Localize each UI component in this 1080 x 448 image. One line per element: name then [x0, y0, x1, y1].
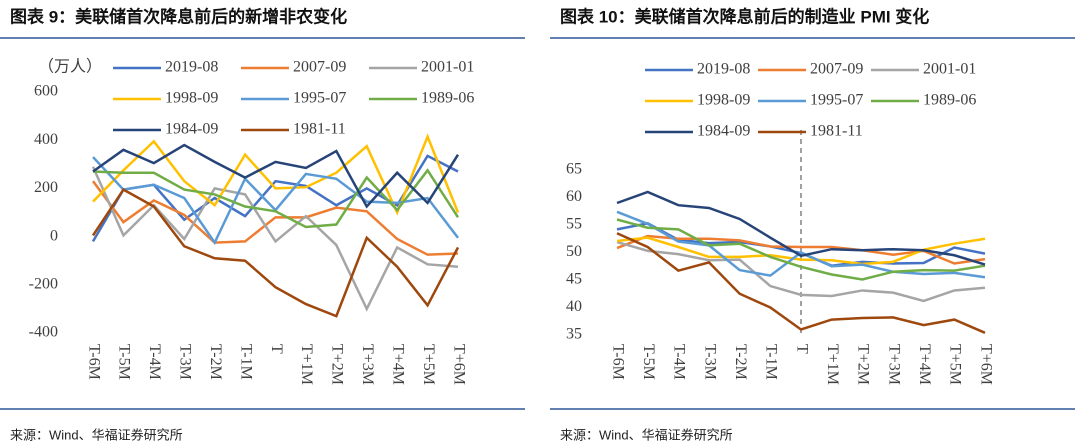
y-tick-label: 40: [566, 298, 582, 315]
y-tick-label: 50: [566, 243, 582, 260]
legend-label: 2019-08: [165, 59, 218, 76]
chart-title: 图表 10：美联储首次降息前后的制造业 PMI 变化: [560, 6, 929, 26]
x-tick-label: T+1M: [298, 344, 315, 385]
x-tick-label: T-1M: [763, 344, 780, 380]
x-tick-label: T+4M: [389, 344, 406, 385]
y-axis-label: （万人）: [38, 58, 102, 76]
x-tick-label: T-5M: [116, 344, 133, 380]
series-line: [92, 133, 460, 216]
y-tick-label: -400: [29, 324, 58, 341]
x-tick-label: T+3M: [885, 344, 902, 385]
y-tick-label: 0: [50, 227, 58, 244]
series-line: [91, 187, 460, 318]
y-tick-label: 200: [34, 179, 58, 196]
series-line: [616, 218, 986, 281]
series-line: [92, 143, 460, 209]
legend-label: 1989-06: [421, 90, 474, 107]
y-tick-label: 400: [34, 131, 58, 148]
x-tick-label: T-2M: [732, 344, 749, 380]
x-tick-label: T+6M: [450, 344, 467, 385]
chart-panel: 图表 10：美联储首次降息前后的制造业 PMI 变化来源：Wind、华福证券研究…: [550, 6, 1075, 442]
legend-label: 1998-09: [697, 92, 750, 109]
y-tick-label: -200: [29, 275, 58, 292]
x-tick-label: T-3M: [701, 344, 718, 380]
x-tick-label: T-3M: [177, 344, 194, 380]
x-tick-label: T+1M: [824, 344, 841, 385]
legend-label: 2001-01: [421, 59, 474, 76]
y-tick-label: 55: [566, 216, 582, 233]
x-tick-label: T+5M: [947, 344, 964, 385]
y-tick-label: 65: [566, 161, 582, 178]
x-tick-label: T+5M: [420, 344, 437, 385]
chart-title: 图表 9：美联储首次降息前后的新增非农变化: [10, 6, 347, 26]
series-line: [616, 240, 986, 303]
series-line: [616, 210, 986, 279]
legend-label: 1995-07: [293, 90, 346, 107]
y-tick-label: 35: [566, 326, 582, 343]
x-tick-label: T: [793, 344, 810, 354]
y-tick-label: 600: [34, 83, 58, 100]
series-line: [616, 190, 986, 266]
x-tick-label: T: [268, 344, 285, 354]
legend-label: 1998-09: [165, 90, 218, 107]
legend-label: 2019-08: [697, 61, 750, 78]
x-tick-label: T+3M: [359, 344, 376, 385]
x-tick-label: T-5M: [640, 344, 657, 380]
x-tick-label: T-1M: [237, 344, 254, 380]
legend-label: 1984-09: [165, 121, 218, 138]
legend-label: 1984-09: [697, 123, 750, 140]
source-note: 来源：Wind、华福证券研究所: [10, 427, 183, 442]
x-tick-label: T-4M: [146, 344, 163, 380]
series-line: [92, 168, 460, 229]
legend-label: 2007-09: [810, 61, 863, 78]
y-tick-label: 60: [566, 188, 582, 205]
x-tick-label: T-6M: [609, 344, 626, 380]
legend-label: 1989-06: [923, 92, 976, 109]
legend-label: 1981-11: [810, 123, 863, 140]
x-tick-label: T+2M: [329, 344, 346, 385]
series-line: [91, 180, 459, 256]
x-tick-label: T+2M: [855, 344, 872, 385]
source-note: 来源：Wind、华福证券研究所: [560, 427, 733, 442]
y-tick-label: 45: [566, 271, 582, 288]
x-tick-label: T+4M: [916, 344, 933, 385]
x-tick-label: T-2M: [207, 344, 224, 380]
series-line: [616, 232, 986, 334]
legend-label: 2007-09: [293, 59, 346, 76]
legend-label: 1981-11: [293, 121, 346, 138]
legend-label: 1995-07: [810, 92, 863, 109]
x-tick-label: T-4M: [671, 344, 688, 380]
x-tick-label: T-6M: [85, 344, 102, 380]
x-tick-label: T+6M: [977, 344, 994, 385]
legend-label: 2001-01: [923, 61, 976, 78]
